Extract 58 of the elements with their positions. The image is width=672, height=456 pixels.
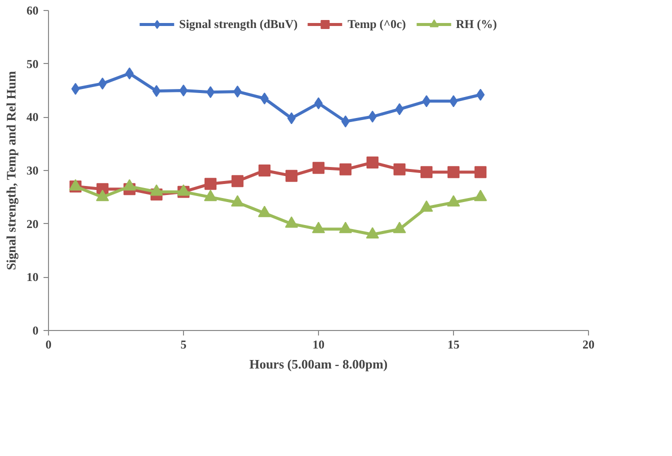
point [152,85,161,98]
point [98,78,107,90]
y-tick-label: 0 [32,324,38,338]
point [312,222,325,234]
point [420,200,433,212]
y-tick-label: 40 [26,110,38,124]
y-axis-title: Signal strength, Temp and Rel Hum [4,70,18,270]
point [123,179,136,190]
point [366,227,379,238]
point [339,222,352,234]
point [179,84,188,96]
point [96,190,109,202]
point [447,195,460,206]
point [204,178,216,190]
point [394,163,406,176]
point [71,82,80,95]
point [474,166,486,178]
point [393,222,406,234]
x-tick-label: 20 [582,338,594,352]
point [368,110,377,123]
point [258,206,271,218]
x-tick-label: 10 [312,338,324,352]
point [233,86,242,98]
point [312,162,324,174]
y-tick-label: 20 [26,216,38,231]
point [206,86,215,98]
y-tick-label: 50 [26,56,38,71]
y-tick-label: 10 [26,270,38,284]
point [366,156,378,168]
point [287,112,296,124]
point [204,190,217,202]
legend-label: RH (%) [456,16,497,32]
point [258,164,270,176]
point [231,195,244,206]
y-tick-label: 30 [26,164,38,178]
point [422,95,431,108]
point [449,95,458,108]
y-tick-label: 60 [26,4,38,18]
legend-label: Signal strength (dBuV) [179,16,298,32]
point [314,97,323,110]
point [286,170,298,182]
point [125,67,134,80]
point [476,88,485,101]
point [340,163,352,176]
x-axis-title: Hours (5.00am - 8.00pm) [249,356,388,372]
point [448,166,460,178]
x-tick-label: 5 [180,338,186,352]
point [150,184,163,196]
legend-label: Temp (^0c) [348,16,406,32]
point [395,103,404,116]
x-tick-label: 15 [448,338,460,352]
point [285,216,298,228]
point [420,166,432,178]
point [474,190,487,202]
point [341,115,350,128]
point [260,92,269,104]
point [232,175,244,188]
x-tick-label: 0 [46,338,52,352]
